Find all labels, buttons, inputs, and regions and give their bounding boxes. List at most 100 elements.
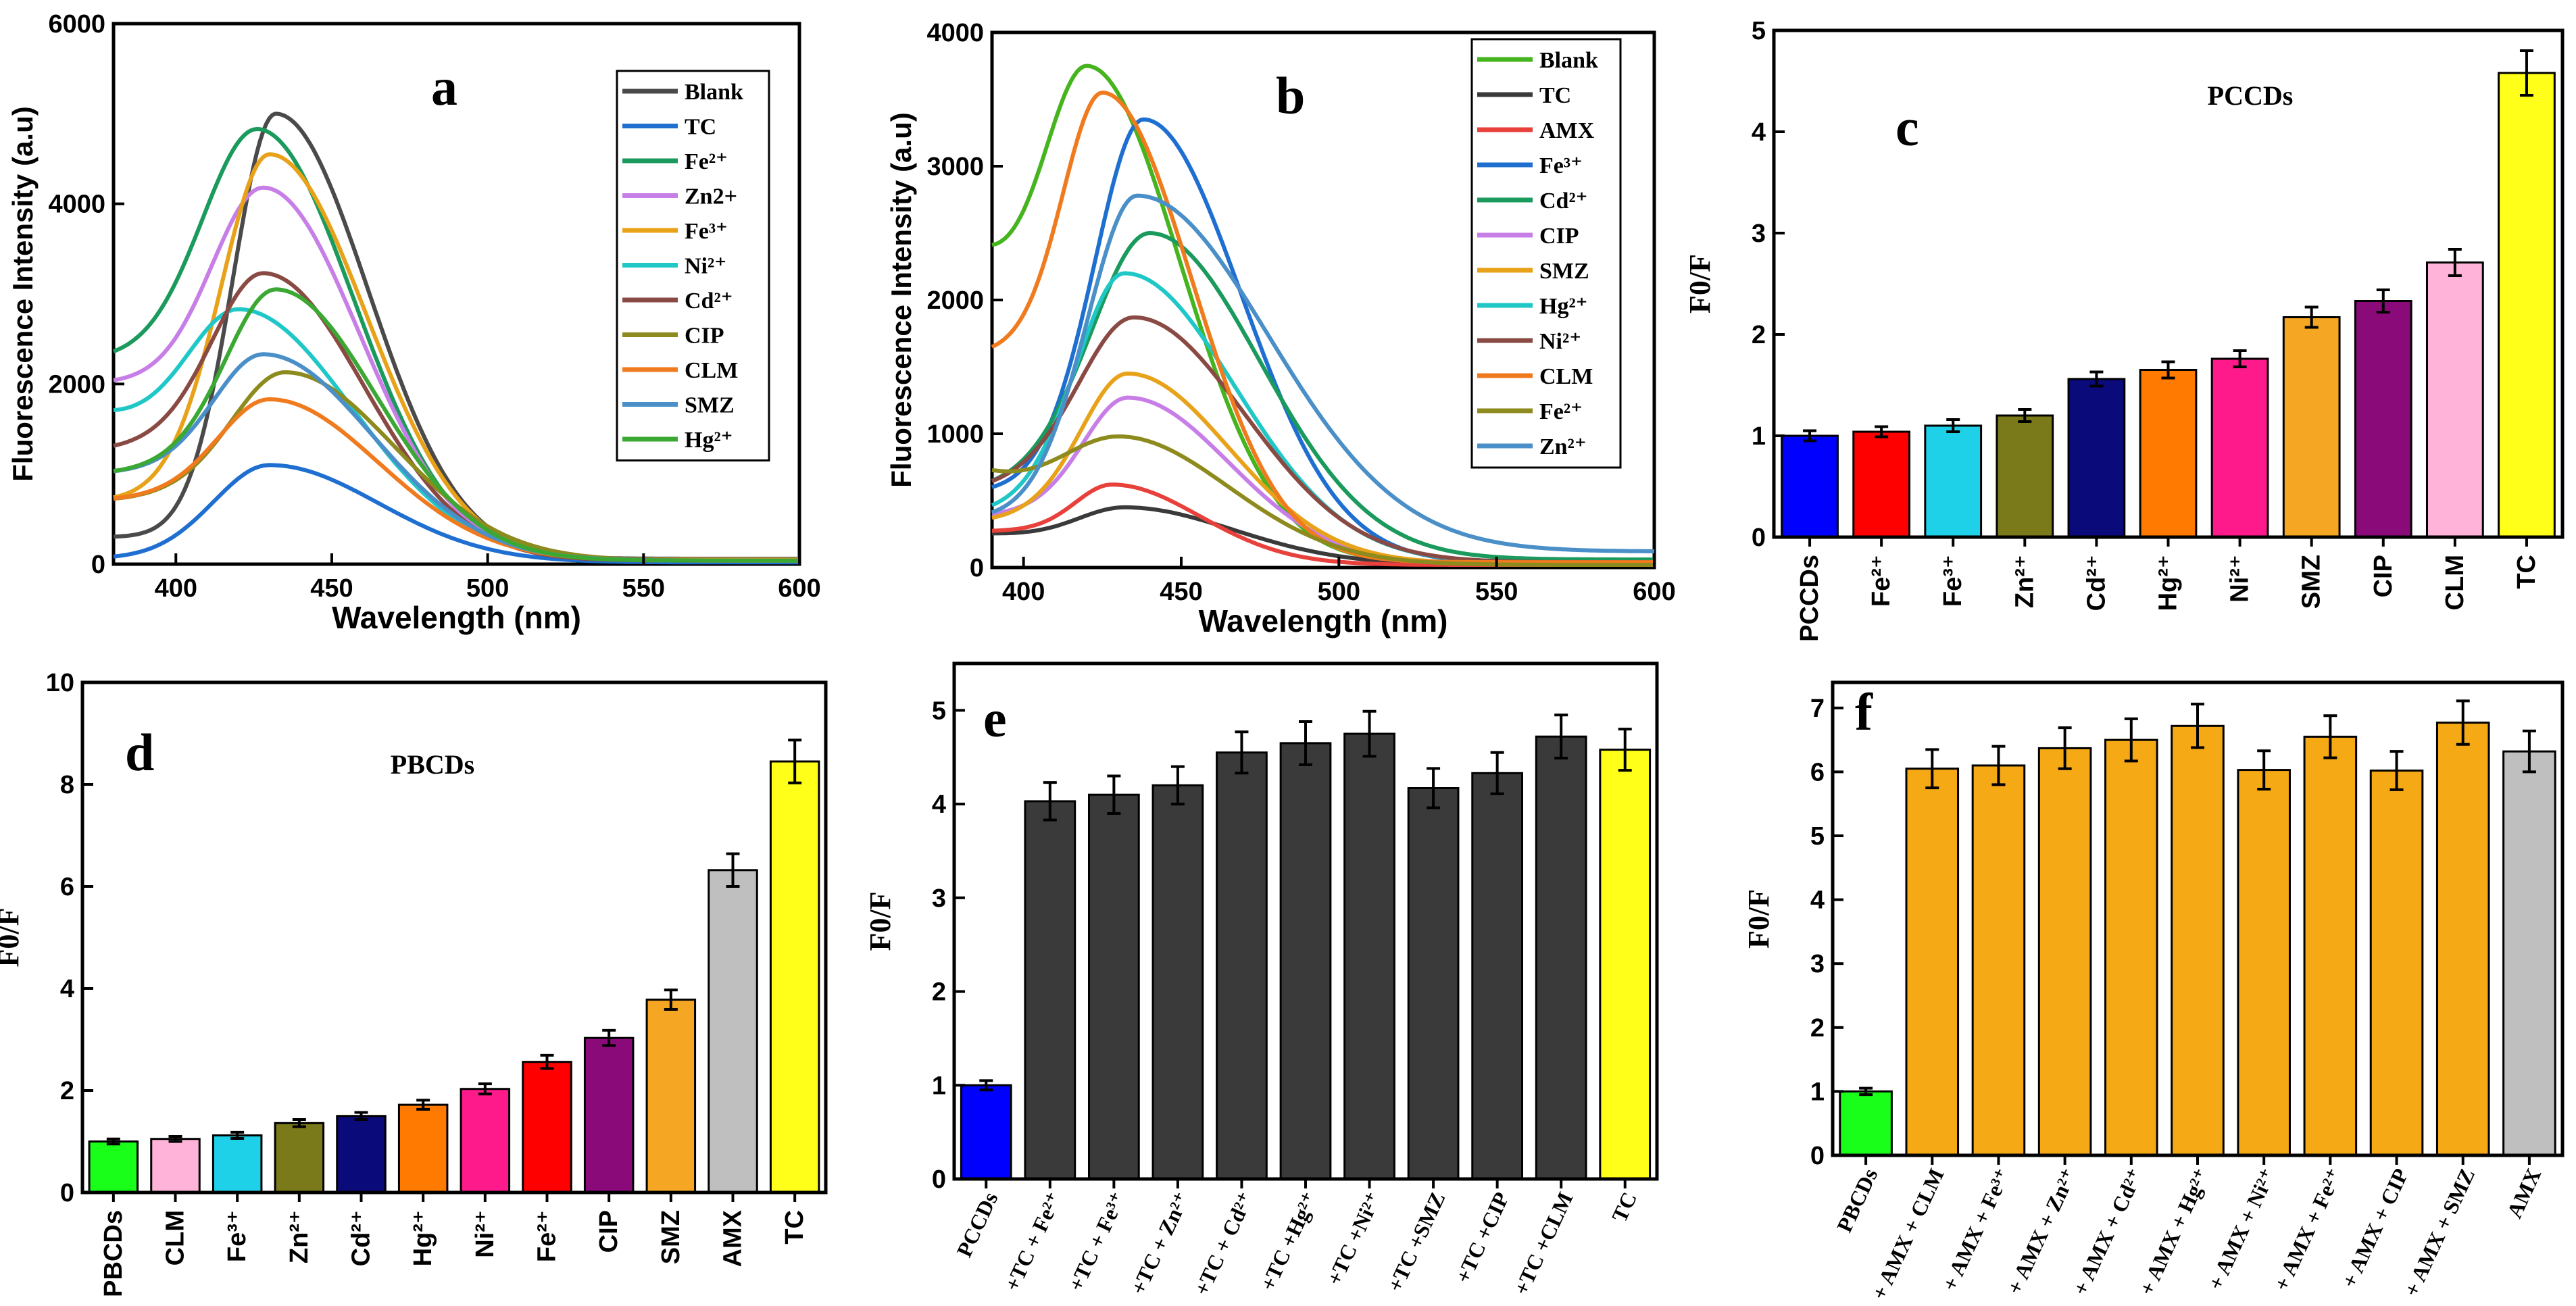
bar-Cd2 xyxy=(336,1115,387,1194)
category-label: SMZ xyxy=(2298,555,2326,609)
bar-TCZn2 xyxy=(1151,784,1204,1180)
category-label: Fe²⁺ xyxy=(1867,555,1896,607)
bar-SMZ xyxy=(2282,316,2341,538)
category-label: +TC +CIP xyxy=(1450,1188,1513,1287)
y-tick-label: 3 xyxy=(1752,220,1766,248)
bar-TC xyxy=(1599,749,1652,1180)
y-tick-label: 0 xyxy=(91,551,105,579)
x-axis-title: Wavelength (nm) xyxy=(1199,603,1448,638)
y-tick-label: 5 xyxy=(932,697,946,725)
y-tick-label: 3000 xyxy=(926,153,984,181)
category-label: + AMX + Hg²⁺ xyxy=(2134,1165,2214,1299)
legend-entry: Cd²⁺ xyxy=(1539,189,1588,214)
category-label: + AMX + Zn²⁺ xyxy=(2002,1165,2081,1298)
bar-Zn2 xyxy=(1996,414,2054,538)
category-label: +TC + Cd²⁺ xyxy=(1189,1188,1258,1299)
plot-frame xyxy=(112,22,801,566)
y-tick-label: 1000 xyxy=(926,420,984,449)
y-axis-title: F0/F xyxy=(1742,889,1775,949)
plot-frame xyxy=(80,680,828,1195)
legend-entry: Cd²⁺ xyxy=(685,288,733,313)
x-tick-label: 600 xyxy=(1633,578,1675,606)
y-tick-label: 7 xyxy=(1810,695,1825,723)
category-label: +TC +SMZ xyxy=(1383,1188,1450,1296)
legend-entry: TC xyxy=(685,115,716,140)
legend-entry: CIP xyxy=(685,324,724,349)
bar-TCHg2 xyxy=(1279,742,1332,1180)
category-label: PBCDs xyxy=(1832,1165,1883,1236)
bar-Hg2 xyxy=(397,1103,449,1194)
bar-AMX xyxy=(2502,750,2556,1157)
y-tick-label: 1 xyxy=(932,1072,946,1100)
category-label: TC xyxy=(781,1210,809,1245)
category-label: +TC +Hg²⁺ xyxy=(1256,1188,1322,1295)
series-line-Cd2 xyxy=(991,231,1654,562)
x-axis-title: Wavelength (nm) xyxy=(332,600,581,635)
y-tick-label: 4 xyxy=(1752,118,1766,147)
category-label: + AMX + SMZ xyxy=(2399,1165,2479,1301)
category-label: CIP xyxy=(595,1210,623,1253)
bar-Fe2 xyxy=(522,1061,572,1194)
y-axis-title: Fluorescence Intensity (a.u) xyxy=(7,106,39,481)
bar-TCCLM xyxy=(1535,735,1587,1180)
category-label: SMZ xyxy=(657,1210,685,1264)
y-axis-title: F0/F xyxy=(864,892,897,951)
y-tick-label: 6 xyxy=(60,873,74,901)
y-tick-label: 0 xyxy=(1752,524,1766,552)
y-tick-label: 5 xyxy=(1810,822,1825,851)
y-tick-label: 2 xyxy=(1752,321,1766,349)
bar-CLM xyxy=(150,1138,201,1194)
bar-PCCDs xyxy=(1781,434,1839,538)
x-tick-label: 550 xyxy=(622,574,665,603)
bar-PBCDs xyxy=(88,1140,139,1194)
category-label: Fe³⁺ xyxy=(1939,555,1967,607)
bar-AMXCd2 xyxy=(2104,738,2158,1157)
legend-entry: Fe³⁺ xyxy=(1539,153,1583,178)
x-tick-label: 400 xyxy=(155,574,197,603)
category-label: Hg²⁺ xyxy=(2154,555,2183,611)
category-label: + AMX + Cd²⁺ xyxy=(2068,1165,2148,1299)
y-tick-label: 8 xyxy=(60,771,74,799)
bar-TCSMZ xyxy=(1407,787,1460,1180)
bar-AMXSMZ xyxy=(2435,722,2490,1157)
bar-TCNi2 xyxy=(1343,732,1395,1180)
x-tick-label: 450 xyxy=(310,574,353,603)
bar-Ni2 xyxy=(2210,357,2269,538)
legend-box xyxy=(1470,38,1622,469)
bar-Zn2 xyxy=(274,1122,325,1194)
y-tick-label: 5 xyxy=(1752,17,1766,45)
category-label: Ni²⁺ xyxy=(2226,555,2254,603)
chart-panel-f: PBCDs+ AMX + CLM+ AMX + Fe³⁺+ AMX + Zn²⁺… xyxy=(1742,680,2565,1303)
y-tick-label: 2 xyxy=(1810,1014,1825,1043)
category-label: Cd²⁺ xyxy=(347,1210,376,1266)
legend-entry: Blank xyxy=(685,80,743,105)
bar-CIP xyxy=(583,1036,635,1194)
legend-entry: Zn2+ xyxy=(685,184,737,209)
bar-AMXZn2 xyxy=(2037,747,2092,1157)
legend-entry: TC xyxy=(1539,83,1571,108)
legend-entry: CIP xyxy=(1539,224,1579,249)
category-label: AMX xyxy=(719,1209,747,1267)
bar-Fe2 xyxy=(1852,430,1911,538)
y-tick-label: 4 xyxy=(932,790,946,819)
plot-frame xyxy=(1831,680,2565,1157)
bar-TCFe3 xyxy=(1087,793,1140,1180)
legend-entry: Ni²⁺ xyxy=(685,254,726,279)
bar-Fe3 xyxy=(212,1134,263,1194)
y-tick-label: 4000 xyxy=(48,191,105,219)
series-line-Zn2 xyxy=(991,193,1655,553)
bar-Ni2 xyxy=(460,1088,511,1194)
bar-Hg2 xyxy=(2139,369,2198,538)
category-label: PCCDs xyxy=(951,1188,1002,1261)
y-tick-label: 0 xyxy=(1810,1142,1825,1170)
legend-entry: Blank xyxy=(1539,48,1598,73)
y-tick-label: 0 xyxy=(60,1179,74,1207)
x-tick-label: 500 xyxy=(1318,578,1360,606)
category-label: Hg²⁺ xyxy=(409,1210,437,1266)
x-tick-label: 500 xyxy=(466,574,509,603)
chart-panel-e: PCCDs+TC + Fe²⁺+TC + Fe³⁺+TC + Zn²⁺+TC +… xyxy=(864,661,1659,1299)
y-tick-label: 3 xyxy=(932,884,946,913)
category-label: CLM xyxy=(162,1210,190,1265)
bar-AMXFe2 xyxy=(2303,735,2358,1157)
